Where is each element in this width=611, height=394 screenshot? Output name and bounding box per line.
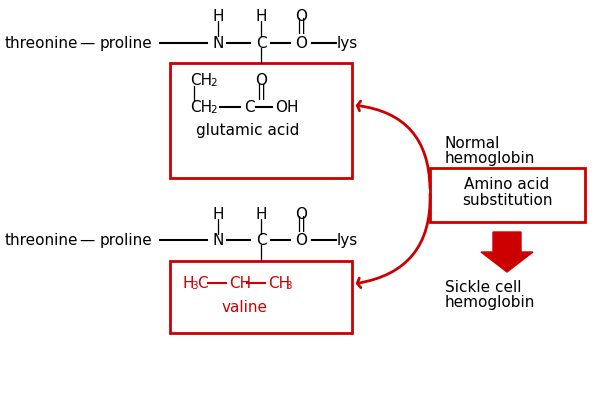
Text: |: |	[216, 21, 221, 37]
Text: 2: 2	[210, 78, 217, 88]
Text: C: C	[255, 35, 266, 50]
Text: H: H	[212, 206, 224, 221]
Bar	[170, 261, 352, 333]
Text: H: H	[212, 9, 224, 24]
Text: C: C	[244, 100, 255, 115]
Text: 3: 3	[191, 281, 197, 291]
Text: Sickle cell: Sickle cell	[445, 281, 522, 296]
Text: |: |	[216, 219, 221, 235]
Text: CH: CH	[190, 72, 212, 87]
Text: CH: CH	[190, 100, 212, 115]
Text: 3: 3	[285, 281, 291, 291]
Polygon shape	[481, 232, 533, 272]
Text: proline: proline	[100, 232, 153, 247]
Text: threonine: threonine	[5, 35, 78, 50]
Text: hemoglobin: hemoglobin	[445, 151, 535, 165]
Text: threonine: threonine	[5, 232, 78, 247]
Text: valine: valine	[222, 299, 268, 314]
Text: CH: CH	[229, 275, 251, 290]
Text: CH: CH	[268, 275, 290, 290]
Text: H: H	[255, 9, 267, 24]
Text: lys: lys	[337, 232, 357, 247]
Text: lys: lys	[337, 35, 357, 50]
Text: ||: ||	[256, 84, 266, 100]
Text: C: C	[255, 232, 266, 247]
Text: —: —	[79, 35, 95, 50]
Text: |: |	[258, 245, 263, 261]
Text: ||: ||	[296, 216, 306, 232]
Text: 2: 2	[210, 105, 217, 115]
Text: |: |	[191, 86, 196, 102]
Text: C: C	[197, 275, 208, 290]
Text: —: —	[79, 232, 95, 247]
Text: O: O	[295, 35, 307, 50]
Text: ||: ||	[296, 18, 306, 34]
Text: OH: OH	[275, 100, 299, 115]
Text: |: |	[258, 21, 263, 37]
Text: N: N	[212, 35, 224, 50]
Text: proline: proline	[100, 35, 153, 50]
Text: H: H	[255, 206, 267, 221]
Text: O: O	[295, 232, 307, 247]
Text: glutamic acid: glutamic acid	[196, 123, 299, 138]
Text: substitution: substitution	[462, 193, 552, 208]
Bar	[430, 168, 585, 222]
Text: O: O	[295, 9, 307, 24]
Bar	[170, 63, 352, 178]
Text: H: H	[182, 275, 194, 290]
Text: hemoglobin: hemoglobin	[445, 296, 535, 310]
Text: |: |	[258, 219, 263, 235]
Text: O: O	[255, 72, 267, 87]
Text: N: N	[212, 232, 224, 247]
Text: |: |	[258, 48, 263, 64]
Text: Normal: Normal	[445, 136, 500, 151]
Text: Amino acid: Amino acid	[464, 177, 550, 191]
Text: O: O	[295, 206, 307, 221]
